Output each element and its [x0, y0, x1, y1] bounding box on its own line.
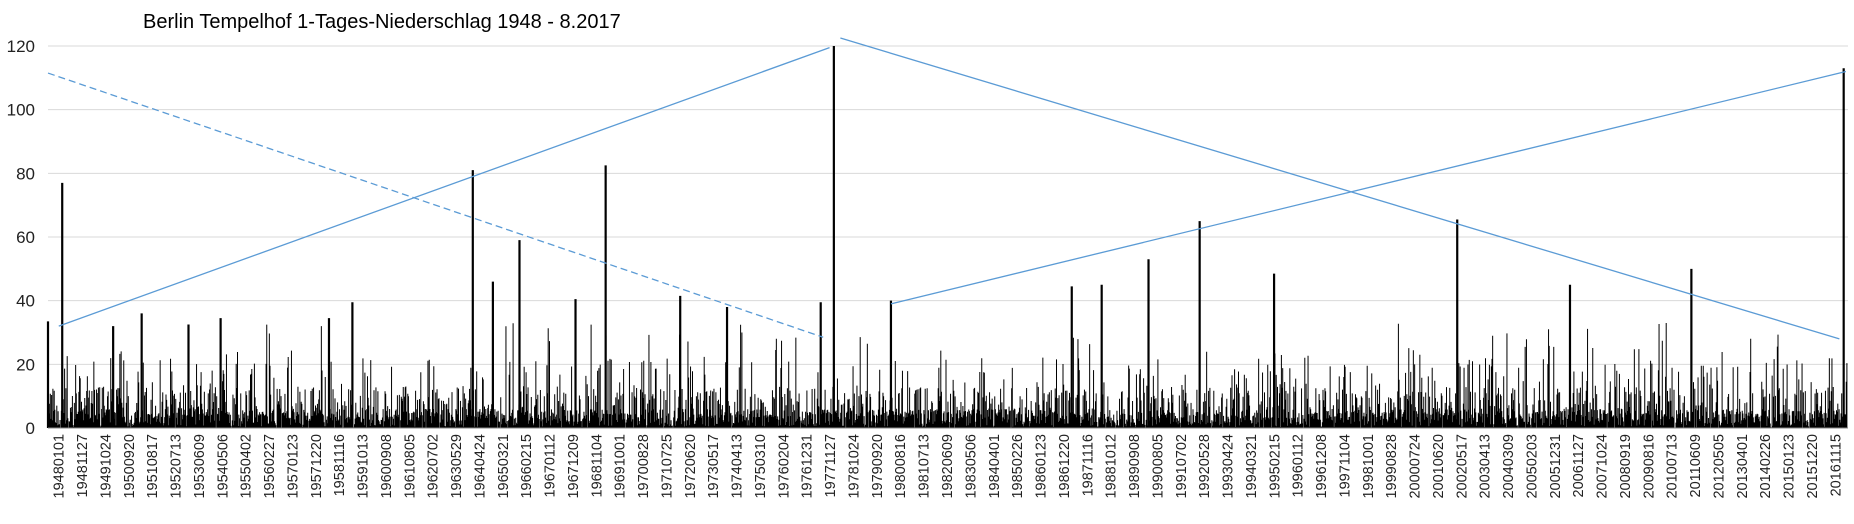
- x-tick-label: 19591013: [356, 434, 372, 499]
- x-tick-label: 19570123: [285, 434, 301, 499]
- y-tick-label: 80: [16, 164, 35, 183]
- x-tick-label: 19581116: [332, 434, 348, 496]
- daily-precipitation-bars: [48, 323, 1848, 428]
- x-tick-label: 19940321: [1244, 434, 1260, 499]
- x-tick-label: 19760204: [776, 434, 792, 499]
- x-tick-label: 19971104: [1337, 434, 1353, 497]
- x-tick-label: 19981001: [1361, 434, 1377, 499]
- x-tick-label: 19520713: [169, 434, 185, 499]
- x-tick-label: 20110609: [1688, 434, 1704, 497]
- x-tick-label: 19480101: [52, 434, 68, 499]
- trendlines: [47, 37, 1847, 340]
- x-tick-label: 19491024: [98, 434, 114, 499]
- gridlines: [48, 45, 1848, 429]
- x-tick-label: 20161115: [1828, 434, 1844, 496]
- x-tick-label: 20061127: [1571, 434, 1587, 497]
- x-tick-label: 19740413: [730, 434, 746, 499]
- x-tick-label: 19830506: [963, 434, 979, 499]
- trendline: [47, 72, 824, 338]
- x-tick-label: 19771127: [823, 434, 839, 497]
- x-tick-label: 20150123: [1782, 434, 1798, 499]
- precipitation-bars: [46, 46, 1848, 428]
- x-tick-label: 19881012: [1104, 434, 1120, 499]
- x-tick-label: 20020517: [1454, 434, 1470, 499]
- x-tick-label: 19630529: [449, 434, 465, 499]
- x-tick-label: 19761231: [800, 434, 816, 499]
- x-tick-label: 19890908: [1127, 434, 1143, 499]
- x-tick-label: 20151220: [1805, 434, 1821, 499]
- x-tick-label: 20130401: [1735, 434, 1751, 499]
- x-tick-label: 19861220: [1057, 434, 1073, 499]
- x-tick-label: 19620702: [426, 434, 442, 499]
- x-tick-label: 19990828: [1384, 434, 1400, 499]
- x-tick-label: 19691001: [613, 434, 629, 499]
- y-tick-label: 40: [16, 292, 35, 311]
- trendline: [840, 37, 1840, 340]
- x-tick-label: 20051231: [1548, 434, 1564, 499]
- y-tick-label: 20: [16, 355, 35, 374]
- x-tick-label: 19540506: [215, 434, 231, 499]
- x-tick-label: 19810713: [917, 434, 933, 499]
- x-tick-label: 19700828: [636, 434, 652, 499]
- x-tick-label: 19481127: [75, 434, 91, 497]
- y-tick-label: 60: [16, 228, 35, 247]
- trendline: [58, 46, 830, 327]
- x-tick-label: 19600908: [379, 434, 395, 499]
- x-tick-label: 19660215: [519, 434, 535, 499]
- x-tick-label: 19681104: [589, 434, 605, 497]
- x-tick-label: 19560227: [262, 434, 278, 499]
- y-tick-label: 100: [7, 101, 35, 120]
- x-tick-label: 19800816: [893, 434, 909, 499]
- x-tick-label: 19530609: [192, 434, 208, 499]
- y-tick-label: 0: [26, 419, 35, 438]
- x-axis: 19480101 19481127 19491024 19500920 19510817…: [48, 427, 1848, 499]
- x-tick-label: 19920528: [1197, 434, 1213, 499]
- x-tick-label: 19900805: [1150, 434, 1166, 499]
- x-tick-label: 19550402: [239, 434, 255, 499]
- x-tick-label: 19930424: [1221, 434, 1237, 499]
- x-tick-label: 19860123: [1034, 434, 1050, 499]
- x-tick-label: 19910702: [1174, 434, 1190, 499]
- x-tick-label: 20140226: [1758, 434, 1774, 499]
- x-tick-label: 19720620: [683, 434, 699, 499]
- x-tick-label: 19500920: [122, 434, 138, 499]
- x-tick-label: 19640424: [472, 434, 488, 499]
- trendline: [890, 70, 1847, 305]
- x-tick-label: 19671209: [566, 434, 582, 499]
- x-tick-label: 20040309: [1501, 434, 1517, 499]
- x-tick-label: 19670112: [543, 434, 559, 497]
- x-tick-label: 19510817: [145, 434, 161, 499]
- x-tick-label: 20000724: [1408, 434, 1424, 499]
- x-tick-label: 19790920: [870, 434, 886, 499]
- x-tick-label: 19610805: [402, 434, 418, 499]
- x-tick-label: 19571220: [309, 434, 325, 499]
- x-tick-label: 19961208: [1314, 434, 1330, 499]
- x-tick-label: 20080919: [1618, 434, 1634, 499]
- x-tick-label: 20050203: [1524, 434, 1540, 499]
- x-tick-label: 19650321: [496, 434, 512, 499]
- y-axis: 0 20 40 60 80 100 120: [7, 37, 35, 438]
- x-tick-label: 20010620: [1431, 434, 1447, 499]
- x-tick-label: 19781024: [846, 434, 862, 499]
- x-tick-label: 19710725: [659, 434, 675, 499]
- x-tick-label: 19820609: [940, 434, 956, 499]
- x-tick-label: 19960112: [1291, 434, 1307, 497]
- x-tick-label: 20071024: [1595, 434, 1611, 499]
- x-tick-label: 19950215: [1267, 434, 1283, 499]
- x-tick-label: 20090816: [1641, 434, 1657, 499]
- chart-title: Berlin Tempelhof 1-Tages-Niederschlag 19…: [143, 11, 621, 33]
- x-tick-label: 20030413: [1478, 434, 1494, 499]
- y-tick-label: 120: [7, 37, 35, 56]
- x-tick-label: 20100713: [1665, 434, 1681, 499]
- x-tick-label: 20120505: [1711, 434, 1727, 499]
- x-tick-label: 19871116: [1080, 434, 1096, 496]
- x-tick-label: 19850226: [1010, 434, 1026, 499]
- x-tick-label: 19730517: [706, 434, 722, 499]
- x-tick-label: 19840401: [987, 434, 1003, 499]
- x-tick-label: 19750310: [753, 434, 769, 499]
